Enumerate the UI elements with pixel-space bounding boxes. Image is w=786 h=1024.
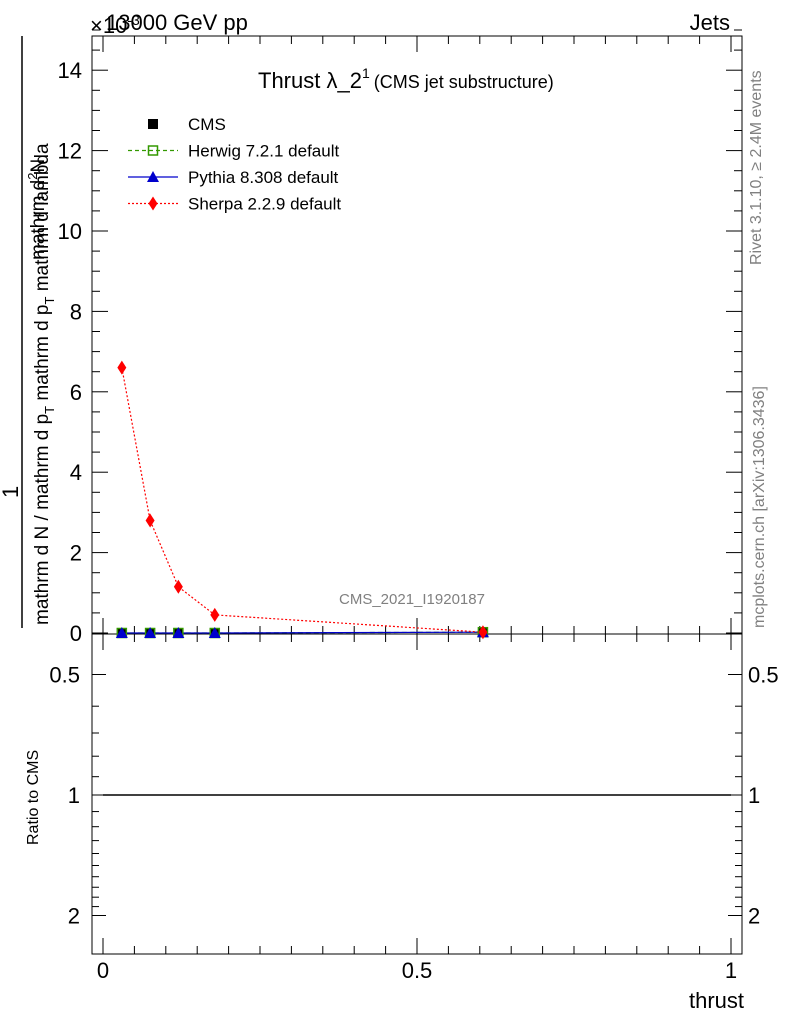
- x-tick-label: 0: [97, 958, 109, 983]
- main-y-tick-label: 4: [70, 460, 82, 485]
- ratio-y-tick-label-right: 2: [748, 904, 760, 929]
- data-point-triangle: [172, 627, 185, 638]
- main-axes: 0 2 4 6 8 10 12 14: [58, 29, 742, 646]
- y-label-numerator-one: 1: [0, 486, 23, 498]
- data-point-diamond: [173, 579, 183, 594]
- x-tick-label: 1: [725, 958, 737, 983]
- data-point-diamond: [117, 360, 127, 375]
- legend: CMS Herwig 7.2.1 default Pythia 8.308 defa…: [128, 115, 341, 214]
- legend-marker-square: [148, 119, 158, 129]
- y-label-numerator: mathrm d2N: [25, 159, 49, 260]
- legend-entry-label: Herwig 7.2.1 default: [188, 142, 339, 161]
- data-point-triangle: [115, 627, 128, 638]
- y-label-denominator: mathrm d N / mathrm d pT mathrm d pT mat…: [32, 143, 57, 625]
- header-observable-group: Jets: [690, 10, 730, 35]
- data-point-diamond: [478, 625, 488, 640]
- legend-marker-open-square: [147, 145, 159, 156]
- main-y-tick-label: 0: [70, 621, 82, 646]
- data-point-triangle: [208, 627, 221, 638]
- ratio-y-axis-label: Ratio to CMS: [25, 750, 42, 845]
- main-y-tick-label: 12: [58, 139, 82, 164]
- legend-marker-diamond: [148, 196, 158, 211]
- main-y-tick-label: 8: [70, 299, 82, 324]
- analysis-watermark: CMS_2021_I1920187: [339, 591, 485, 608]
- ratio-y-tick-label-right: 1: [748, 783, 760, 808]
- main-y-tick-label: 14: [58, 58, 82, 83]
- ratio-y-tick-label: 2: [68, 904, 80, 929]
- main-y-tick-label: 2: [70, 541, 82, 566]
- header-process: 13000 GeV pp: [106, 10, 248, 35]
- data-point-triangle: [144, 627, 157, 638]
- mcplots-reference: mcplots.cern.ch [arXiv:1306.3436]: [751, 386, 768, 628]
- ratio-y-tick-label: 1: [68, 783, 80, 808]
- main-y-tick-label: 6: [70, 380, 82, 405]
- x-tick-label: 0.5: [402, 958, 433, 983]
- data-point-diamond: [210, 607, 220, 622]
- main-y-tick-label: 10: [58, 219, 82, 244]
- legend-marker-triangle: [147, 171, 159, 182]
- x-axis-label: thrust: [689, 988, 744, 1013]
- legend-entry-label: Sherpa 2.2.9 default: [188, 195, 341, 214]
- ratio-frame: [91, 633, 743, 955]
- data-point-diamond: [145, 513, 155, 528]
- ratio-axes: 0.5 0.51 12 20 0.5 1: [49, 36, 779, 983]
- legend-entry-label: CMS: [188, 115, 226, 134]
- series-layer: [115, 360, 489, 640]
- legend-entry-label: Pythia 8.308 default: [188, 168, 339, 187]
- plot-title: Thrust λ_21 (CMS jet substructure): [258, 65, 554, 93]
- ratio-y-tick-label: 0.5: [49, 663, 80, 688]
- ratio-y-tick-label-right: 0.5: [748, 663, 779, 688]
- main-y-axis-label: 1 mathrm d2N mathrm d N / mathrm d pT ma…: [0, 36, 57, 628]
- rivet-version: Rivet 3.1.10, ≥ 2.4M events: [748, 70, 765, 265]
- header-multiplier: ×10-3: [90, 12, 140, 38]
